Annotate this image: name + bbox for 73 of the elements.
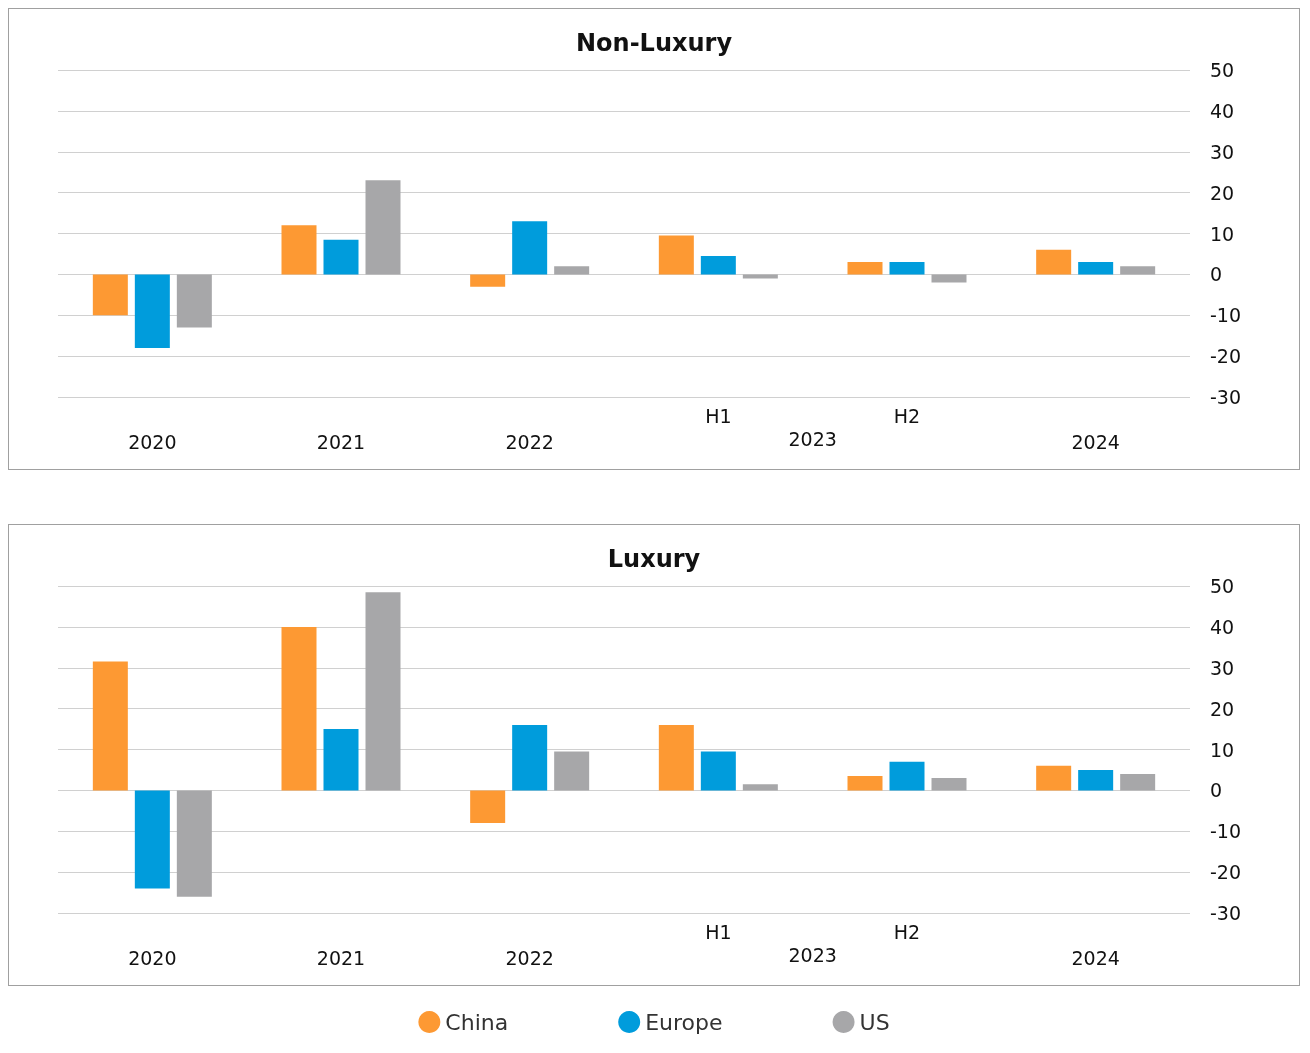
- x-tick-label: 2020: [128, 947, 177, 969]
- y-tick-label: 30: [1210, 656, 1235, 679]
- bar: [1120, 774, 1156, 791]
- text: 2023: [788, 427, 837, 450]
- y-tick-label: 0: [1210, 779, 1223, 802]
- bar: [134, 274, 170, 348]
- bar: [1078, 769, 1114, 791]
- y-tick-label: 40: [1210, 99, 1235, 122]
- x-tick-label: 2020: [128, 431, 177, 453]
- y-tick-label: -20: [1210, 861, 1242, 884]
- bar: [365, 592, 401, 791]
- x-tick-label: 2024: [1071, 431, 1120, 453]
- y-tick-label: 40: [1210, 615, 1235, 638]
- bar: [323, 729, 359, 791]
- y-tick-label: -30: [1210, 902, 1242, 924]
- x-tick-label: 2021: [316, 947, 366, 969]
- bar: [1120, 266, 1156, 275]
- x-tick-label: H1: [705, 921, 732, 943]
- bar: [554, 266, 590, 275]
- bar: [847, 262, 883, 275]
- x-tick-label: H1: [705, 405, 732, 427]
- x-tick-label: 2022: [505, 431, 554, 453]
- bar: [742, 274, 778, 279]
- bar: [847, 776, 883, 791]
- y-tick-label: 50: [1210, 575, 1235, 597]
- y-tick-label: 50: [1210, 59, 1235, 81]
- x-tick-label: 2022: [505, 947, 554, 969]
- bar: [281, 626, 317, 791]
- legend-label: Europe: [645, 1009, 723, 1035]
- bar: [176, 274, 212, 328]
- x-tick-label: 2021: [316, 431, 366, 453]
- bar: [470, 274, 506, 287]
- x-tick-label: H2: [893, 921, 921, 943]
- bar: [658, 235, 694, 275]
- y-tick-label: 30: [1210, 140, 1235, 163]
- bar: [931, 778, 967, 791]
- bar: [931, 274, 967, 283]
- y-tick-label: 10: [1210, 222, 1235, 245]
- bar: [365, 180, 401, 275]
- chart-title: Luxury: [607, 545, 701, 573]
- bar: [658, 724, 694, 791]
- bar: [1036, 765, 1072, 791]
- bar: [134, 790, 170, 889]
- bar: [512, 221, 548, 275]
- y-tick-label: 0: [1210, 263, 1223, 286]
- bar: [554, 751, 590, 791]
- bar: [92, 661, 128, 791]
- y-tick-label: 10: [1210, 738, 1235, 761]
- bar: [176, 790, 212, 897]
- bar: [889, 262, 925, 275]
- y-tick-label: -20: [1210, 345, 1242, 368]
- chart-title: Non-Luxury: [575, 29, 733, 57]
- legend-label: US: [859, 1009, 890, 1035]
- bar: [470, 790, 506, 824]
- bar: [742, 784, 778, 791]
- y-tick-label: -10: [1210, 304, 1242, 327]
- y-tick-label: -10: [1210, 820, 1242, 843]
- bar: [512, 724, 548, 791]
- bar: [323, 239, 359, 275]
- y-tick-label: 20: [1210, 697, 1235, 720]
- x-tick-label: H2: [893, 405, 921, 427]
- y-tick-label: -30: [1210, 386, 1242, 408]
- text: 2023: [788, 943, 837, 966]
- bar: [700, 255, 736, 275]
- bar: [1078, 262, 1114, 275]
- bar: [889, 761, 925, 791]
- bar: [700, 751, 736, 791]
- bar: [92, 274, 128, 316]
- y-tick-label: 20: [1210, 181, 1235, 204]
- x-tick-label: 2024: [1071, 947, 1120, 969]
- legend-label: China: [445, 1009, 509, 1035]
- bar: [1036, 249, 1072, 275]
- bar: [281, 225, 317, 275]
